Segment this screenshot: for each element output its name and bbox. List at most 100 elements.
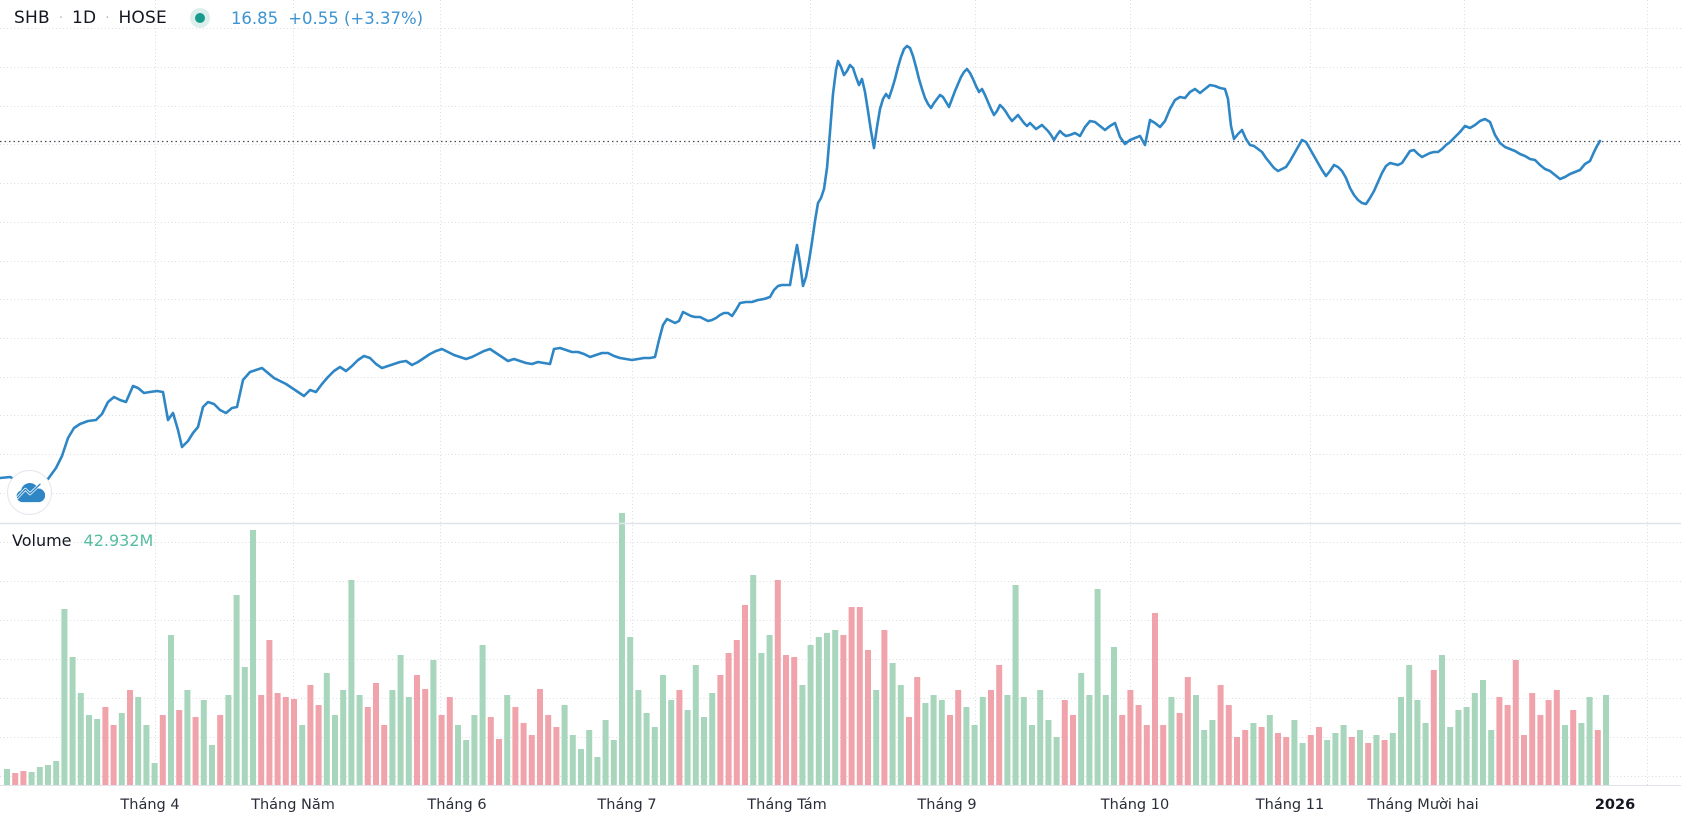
volume-bar [159,715,166,785]
volume-bar [1455,710,1462,785]
time-axis-label: Tháng Tám [747,797,827,813]
volume-bar [487,717,494,785]
volume-bar [340,690,347,785]
time-axis-label: Tháng 7 [597,797,657,813]
volume-bar [865,650,871,785]
volume-bar [701,717,707,785]
volume-bar [1250,723,1257,785]
volume-bar [906,717,912,785]
volume-bar [512,707,519,785]
volume-bar [955,690,962,785]
volume-bar [1414,700,1421,785]
volume-bar [315,705,322,785]
volume-bar [373,683,379,785]
volume-bar [791,657,798,785]
volume-bar [1439,655,1445,785]
volume-bar [1504,705,1511,785]
volume-bar [1234,737,1240,785]
tradingview-logo-icon [15,482,45,502]
volume-bar [1217,685,1224,785]
volume-bar [455,725,461,785]
volume-bar [168,635,174,785]
volume-bar [94,719,101,785]
volume-bar [364,707,371,785]
volume-bar [676,690,683,785]
volume-bar [348,580,355,785]
exchange-name[interactable]: HOSE [118,8,167,28]
volume-bar [520,723,527,785]
time-axis[interactable]: Tháng 4 Tháng Năm Tháng 6 Tháng 7 Tháng Tám T… [0,785,1681,828]
volume-bar [1521,735,1527,785]
volume-bar [635,690,642,785]
volume-bar [1594,730,1601,785]
volume-bar [1242,730,1249,785]
volume-bar [856,607,863,785]
volume-bar [1406,665,1413,785]
volume-bar [922,703,929,785]
volume-bar [1488,730,1495,785]
volume-bar [979,697,986,785]
volume-bar [102,707,109,785]
volume-bar [709,693,716,785]
volume-bar [873,690,880,785]
volume-bar [1398,697,1404,785]
volume-bar [479,645,486,785]
volume-bar [1176,713,1183,785]
symbol-header: SHB · 1D · HOSE 16.85 +0.55 (+3.37%) [14,8,423,28]
volume-bar [504,695,511,785]
volume-bar [692,665,699,785]
volume-bar [1029,725,1035,785]
volume-bar [947,715,953,785]
symbol-name[interactable]: SHB [14,8,50,28]
volume-bar [569,735,576,785]
volume-bar [766,635,773,785]
volume-bar [471,715,478,785]
time-axis-label: Tháng 10 [1100,797,1170,813]
volume-bar [1283,737,1290,785]
volume-bar [1160,725,1167,785]
volume-bar [241,667,248,785]
volume-bar [389,690,396,785]
volume-bar [1348,737,1355,785]
volume-bar [1193,695,1199,785]
volume-bar [135,697,142,785]
volume-bar [963,707,970,785]
volume-bar [602,720,609,785]
volume-bar [553,727,560,785]
volume-bar [143,725,150,785]
volume-bar [1209,720,1216,785]
volume-indicator-legend[interactable]: Volume 42.932M [12,531,153,550]
volume-bar [356,695,363,785]
volume-bar [1529,693,1536,785]
volume-bar [127,690,133,785]
price-readout: 16.85 +0.55 (+3.37%) [231,9,423,28]
volume-bar [1143,725,1150,785]
volume-bar [1086,695,1093,785]
volume-bar [282,697,289,785]
volume-bar [1307,735,1314,785]
volume-bar [381,725,388,785]
volume-bar [1332,733,1339,785]
volume-bar [938,700,945,785]
volume-bar [1037,690,1044,785]
volume-bar [1078,673,1085,785]
volume-bar [1373,735,1380,785]
volume-bar [988,690,994,785]
volume-bar [1365,743,1372,785]
interval-value[interactable]: 1D [71,8,97,28]
tradingview-logo-button[interactable] [7,470,52,515]
volume-bar [799,685,806,785]
volume-bar [463,740,470,785]
volume-bar [914,677,921,785]
volume-bar [733,640,740,785]
volume-bar [1061,700,1068,785]
volume-bar [1053,737,1060,785]
time-axis-label: Tháng Mười hai [1367,797,1479,813]
market-status-indicator[interactable] [189,8,210,28]
volume-bar [1299,743,1306,785]
volume-bar [725,653,732,785]
volume-bar [1045,720,1052,785]
volume-bar [1422,723,1429,785]
